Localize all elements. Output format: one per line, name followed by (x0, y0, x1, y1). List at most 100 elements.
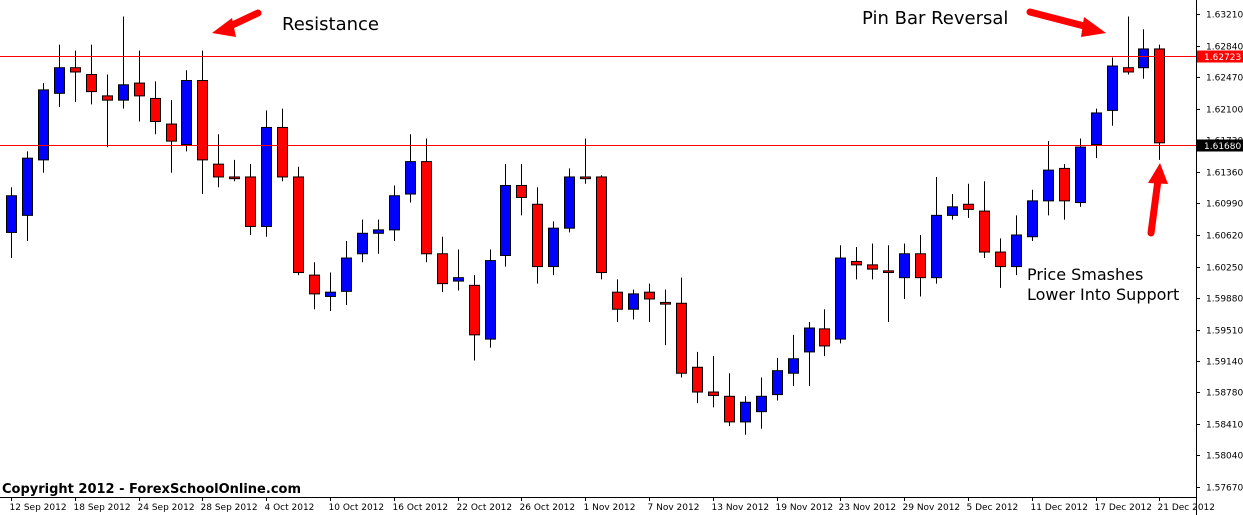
candle (580, 138, 591, 184)
price-tick-label: 1.57670 (1206, 484, 1243, 494)
candle (692, 351, 703, 404)
candle (756, 377, 767, 429)
price-tick-label: 1.60250 (1206, 264, 1243, 274)
candle-body (628, 293, 639, 310)
time-tick-label: 17 Dec 2012 (1095, 503, 1153, 513)
time-tick-label: 16 Oct 2012 (393, 503, 449, 513)
candle (405, 134, 416, 203)
candle-body (516, 184, 527, 198)
candle (325, 272, 336, 311)
candle (22, 151, 33, 241)
candle (564, 168, 575, 233)
candle (166, 100, 177, 173)
candle-body (166, 123, 177, 142)
candle-body (819, 328, 830, 347)
pin-bar-arrow (1026, 8, 1106, 37)
candle (596, 175, 607, 280)
price-tag-label: 1.61680 (1204, 142, 1241, 152)
candle-body (1043, 169, 1054, 202)
candle (660, 289, 671, 346)
price-tick-label: 1.59140 (1206, 358, 1243, 368)
price-tick-label: 1.58780 (1206, 389, 1243, 399)
support-arrow (1147, 163, 1168, 237)
price-tick-label: 1.58410 (1206, 421, 1243, 431)
candle (628, 289, 639, 320)
candle-body (979, 210, 990, 253)
candle (261, 110, 272, 237)
time-tick-label: 22 Oct 2012 (457, 503, 513, 513)
candle-body (389, 195, 400, 231)
time-tick-label: 1 Nov 2012 (584, 503, 636, 513)
candle-body (357, 232, 368, 255)
candle-body (181, 80, 192, 146)
copyright-text: Copyright 2012 - ForexSchoolOnline.com (2, 482, 301, 497)
price-smashes-annotation-line2: Lower Into Support (1027, 285, 1179, 304)
candle-body (548, 227, 559, 268)
candle (963, 183, 974, 218)
time-tick-label: 29 Nov 2012 (903, 503, 961, 513)
candle-body (1138, 48, 1149, 69)
time-tick-label: 5 Dec 2012 (967, 503, 1019, 513)
time-tick-label: 28 Sep 2012 (201, 503, 258, 513)
candle-body (245, 176, 256, 227)
candle (548, 221, 559, 276)
candle-body (1154, 48, 1165, 144)
price-tick-label: 1.63210 (1206, 11, 1243, 21)
candle (931, 176, 942, 284)
candle-body (500, 184, 511, 256)
candle-body (851, 260, 862, 266)
candle (915, 234, 926, 297)
candle-body (325, 291, 336, 297)
candle (500, 164, 511, 267)
price-tick-label: 1.60620 (1206, 232, 1243, 242)
candle (86, 44, 97, 105)
candle (1091, 108, 1102, 159)
candle (804, 322, 815, 387)
candle (947, 194, 958, 220)
candle-body (118, 84, 129, 101)
time-tick-label: 13 Nov 2012 (712, 503, 770, 513)
candle-body (70, 67, 81, 73)
price-tick-label: 1.62840 (1206, 43, 1243, 53)
candle-body (660, 301, 671, 305)
candle-body (692, 366, 703, 393)
candle-body (676, 302, 687, 374)
price-tick-label: 1.59880 (1206, 295, 1243, 305)
candle (1123, 16, 1134, 75)
candle-body (86, 74, 97, 93)
candle-body (261, 126, 272, 227)
candle (788, 334, 799, 387)
time-tick-label: 24 Sep 2012 (138, 503, 195, 513)
candle (676, 277, 687, 378)
price-tag-label: 1.62723 (1204, 53, 1241, 63)
candle-body (947, 206, 958, 216)
candle (38, 83, 49, 173)
candle (54, 44, 65, 107)
candle-body (469, 284, 480, 336)
candle (6, 187, 17, 259)
candle-body (612, 291, 623, 310)
candle (708, 356, 719, 408)
candle-body (867, 264, 878, 270)
candle (102, 74, 113, 148)
candle (1075, 138, 1086, 207)
candle (70, 50, 81, 102)
candle-body (756, 395, 767, 413)
candle-body (995, 251, 1006, 268)
candle-body (532, 203, 543, 268)
candle-body (1075, 146, 1086, 204)
price-tick-label: 1.62100 (1206, 106, 1243, 116)
candle (1011, 215, 1022, 276)
price-tick-label: 1.61360 (1206, 169, 1243, 179)
candle-body (564, 176, 575, 229)
time-tick-label: 7 Nov 2012 (648, 503, 700, 513)
candle-body (596, 176, 607, 274)
candle (357, 219, 368, 263)
candle-body (437, 253, 448, 285)
candle (309, 262, 320, 310)
candle-body (213, 163, 224, 178)
time-tick-label: 10 Oct 2012 (329, 503, 385, 513)
candle-body (1011, 234, 1022, 268)
time-tick-label: 23 Nov 2012 (839, 503, 897, 513)
time-tick-label: 12 Sep 2012 (10, 503, 67, 513)
